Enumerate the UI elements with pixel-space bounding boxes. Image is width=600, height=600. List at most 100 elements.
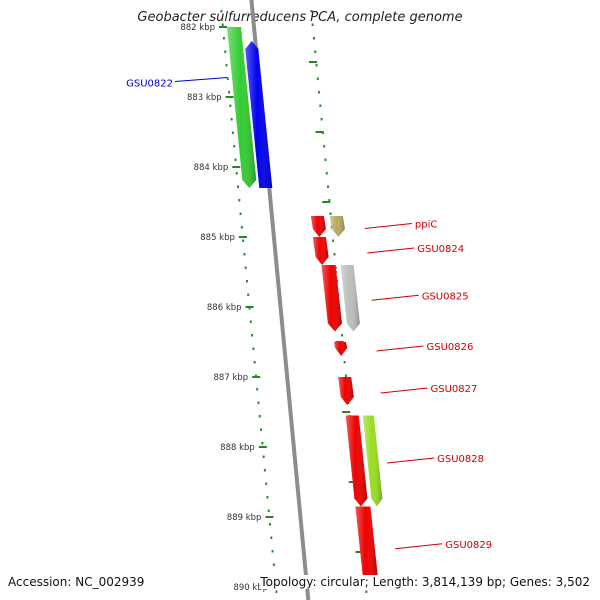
track-dot [312,37,315,40]
track-dot [251,334,254,337]
track-dot [267,509,270,512]
track-dot [332,239,335,242]
track-dot [228,91,231,94]
kbp-tick-label: 884 kbp [194,163,229,173]
gene-features [227,27,383,587]
gene-feature-shading [345,415,368,507]
label-leader-line [174,77,228,82]
track-dot [233,145,236,148]
kbp-tick-label: 890 kbp [233,583,268,593]
track-dot [249,320,252,323]
track-dot [328,199,331,202]
track-dot [275,590,278,593]
track-dot [253,361,256,364]
track-dot [239,212,242,215]
track-dot [315,64,318,67]
track-dot [242,239,245,242]
track-dot [230,118,233,121]
track-dot [325,172,328,175]
label-leader-line [395,543,443,550]
track-dot [324,158,327,161]
track-dot [245,280,248,283]
label-leader-line [376,345,424,352]
track-dot [247,293,250,296]
track-dot [343,361,346,364]
left-dot-track [220,10,278,593]
gene-gsu0827-shading [338,377,354,405]
kbp-tick-label: 885 kbp [200,233,235,243]
gene-labels: GSU0822 ppiC GSU0824 GSU0825 GSU0826 GSU0827 G… [126,77,492,551]
track-dot [252,347,255,350]
track-dot [341,334,344,337]
track-dot [225,64,228,67]
kbp-ruler: 882 kbp 883 kbp 884 kbp 885 kbp 886 kbp 887 k… [180,23,364,593]
track-dot [258,415,261,418]
track-dot [238,199,241,202]
track-dot [344,374,347,377]
gene-label-ppic: ppiC [415,220,437,231]
track-dot [254,374,257,377]
track-dot [314,50,317,53]
track-dot [256,388,259,391]
accession-text: Accession: NC_002939 [8,575,145,589]
track-dot [318,91,321,94]
track-dot [265,482,268,485]
track-dot [248,307,251,310]
gene-label-gsu0825: GSU0825 [422,291,469,302]
gene-label-gsu0829: GSU0829 [445,540,492,551]
track-dot [365,590,368,593]
track-dot [235,172,238,175]
track-dot [244,266,247,269]
track-dot [310,10,313,13]
track-dot [333,253,336,256]
track-dot [319,104,322,107]
gene-ppic-shading [329,216,345,237]
track-dot [269,523,272,526]
track-dot [270,536,273,539]
kbp-tick-label: 886 kbp [207,303,242,313]
label-leader-line [364,223,412,229]
kbp-tick-label: 883 kbp [187,93,222,103]
gene-gsu0824-shading [312,237,329,265]
track-dot [263,469,266,472]
gene-gsu0829-shading [355,506,379,587]
track-dot [243,253,246,256]
genome-summary-text: Topology: circular; Length: 3,814,139 bp… [260,575,590,589]
gene-gsu0826-shading [333,342,348,356]
track-dot [221,23,224,26]
kbp-tick-label: 882 kbp [180,23,215,33]
track-dot [316,77,319,80]
track-dot [327,185,330,188]
track-dot [224,50,227,53]
kbp-tick-label: 888 kbp [220,443,255,453]
gene-gsu0825-shading [340,265,360,332]
kbp-tick-label: 889 kbp [227,513,262,523]
gene-feature-shading [227,27,257,188]
track-dot [320,118,323,121]
gene-gsu0822-shading [245,41,273,188]
map-title: Geobacter sulfurreducens PCA, complete g… [137,10,463,25]
track-dot [272,563,275,566]
gene-label-gsu0822: GSU0822 [126,79,173,90]
gene-feature-shading [321,265,342,332]
label-leader-line [380,387,428,394]
label-leader-line [387,457,435,464]
track-dot [271,550,274,553]
label-leader-line [371,294,419,301]
track-dot [311,23,314,26]
track-dot [329,212,332,215]
track-dot [222,37,225,40]
track-dot [220,10,223,13]
track-dot [262,455,265,458]
gene-gsu0828-shading [362,415,383,507]
gene-label-gsu0824: GSU0824 [417,244,464,255]
gene-label-gsu0826: GSU0826 [427,342,474,353]
kbp-tick-label: 887 kbp [214,373,249,383]
track-dot [237,185,240,188]
track-dot [231,131,234,134]
gene-label-gsu0827: GSU0827 [430,384,477,395]
track-dot [229,104,232,107]
track-dot [261,442,264,445]
track-dot [234,158,237,161]
